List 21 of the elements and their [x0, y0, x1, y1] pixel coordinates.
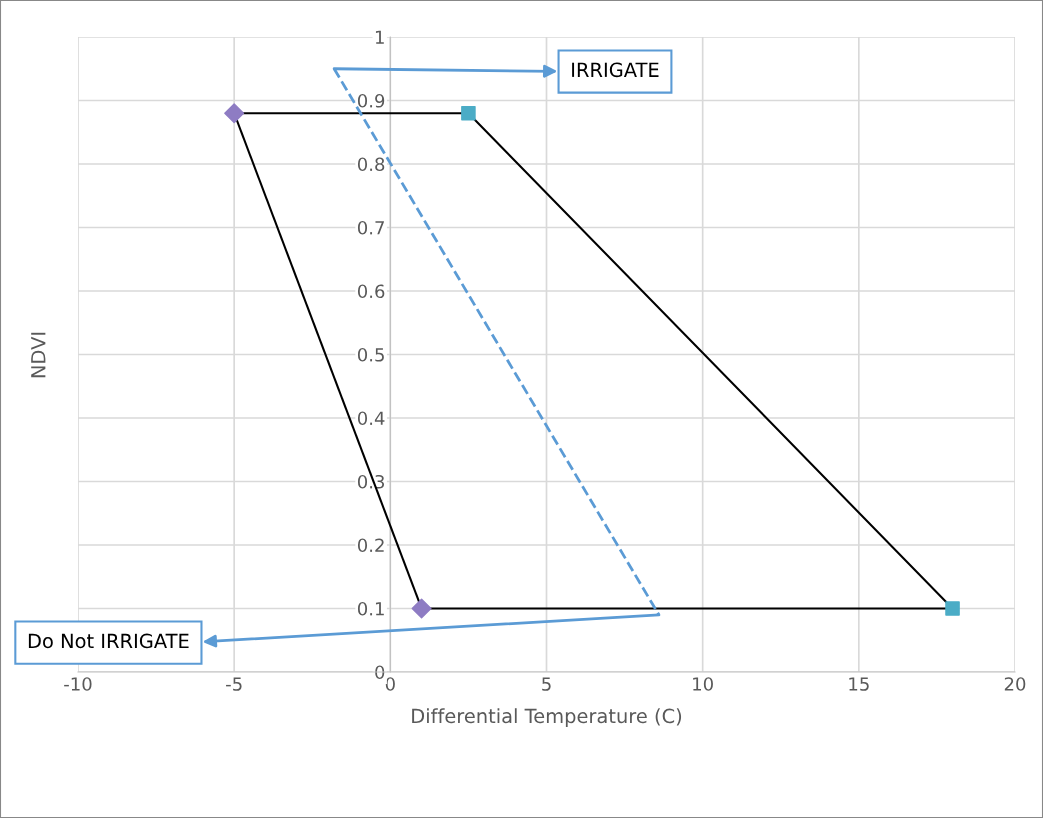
y-tick-label: 0.9 — [357, 93, 385, 108]
y-tick-label: 0 — [375, 665, 385, 680]
x-tick-label: -5 — [226, 677, 242, 691]
x-tick-label: 10 — [693, 677, 713, 691]
x-tick-label: 5 — [542, 677, 551, 691]
y-tick-label: 0.5 — [357, 347, 384, 362]
y-tick-label: 0.4 — [357, 411, 385, 426]
y-axis-title: NDVI — [31, 332, 46, 378]
y-tick-label: 0.2 — [357, 538, 384, 553]
annotation: Do Not IRRIGATE — [28, 633, 189, 649]
annotation: IRRIGATE — [572, 62, 659, 78]
y-tick-label: 0.6 — [357, 284, 385, 299]
y-tick-label: 1 — [375, 30, 384, 44]
x-tick-label: 0 — [385, 677, 395, 691]
x-tick-label: 15 — [849, 677, 869, 691]
x-tick-label: 20 — [1004, 677, 1026, 691]
y-tick-label: 0.8 — [357, 157, 385, 172]
x-axis-title: Differential Temperature (C) — [412, 708, 682, 728]
x-tick-label: -10 — [64, 677, 92, 691]
y-tick-label: 0.7 — [357, 220, 384, 235]
y-tick-label: 0.1 — [357, 601, 384, 616]
